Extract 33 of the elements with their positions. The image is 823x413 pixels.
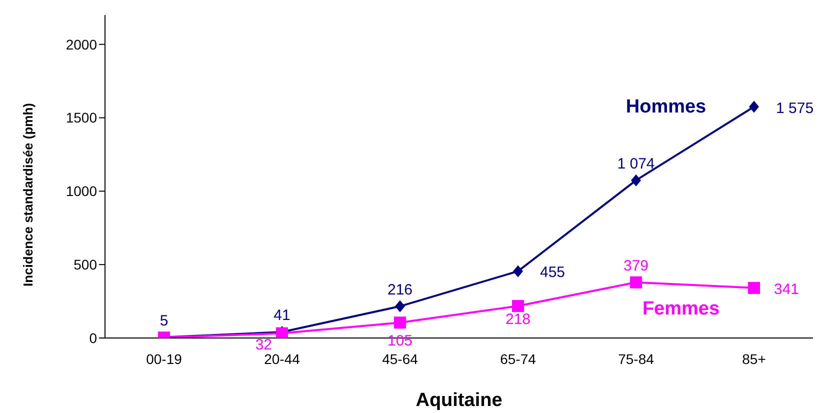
x-tick-label: 20-44 [264,350,300,367]
x-tick-label: 65-74 [500,350,536,367]
data-label: 379 [623,257,649,274]
y-tick-label: 1000 [66,183,98,200]
data-label: 216 [387,281,413,298]
point [749,100,759,113]
x-tick-label: 85+ [742,350,766,367]
data-label: 5 [160,312,168,330]
point [630,276,642,288]
series-label: Femmes [642,298,720,320]
y-tick-label: 0 [89,330,98,346]
point [394,316,406,329]
data-label: 41 [274,306,290,324]
x-tick-label: 45-64 [382,350,418,367]
point [395,300,405,312]
y-tick-label: 1500 [66,110,98,126]
y-axis-title: Incidence standardisée (pmh) [20,103,36,286]
point [513,265,523,278]
point [512,300,524,312]
y-tick-label: 2000 [66,36,98,52]
series-label: Hommes [626,96,706,118]
y-tick-label: 500 [74,256,98,273]
data-label: 341 [774,280,800,298]
point [631,174,641,186]
data-label: 455 [540,264,566,282]
x-tick-label: 00-19 [146,350,182,367]
data-label: 1 575 [776,100,814,117]
x-axis-title: Aquitaine [416,390,502,411]
data-label: 1 074 [617,155,655,172]
data-label: 32 [255,336,272,354]
point [748,282,760,294]
data-label: 218 [505,310,531,328]
x-tick-label: 75-84 [618,350,654,367]
